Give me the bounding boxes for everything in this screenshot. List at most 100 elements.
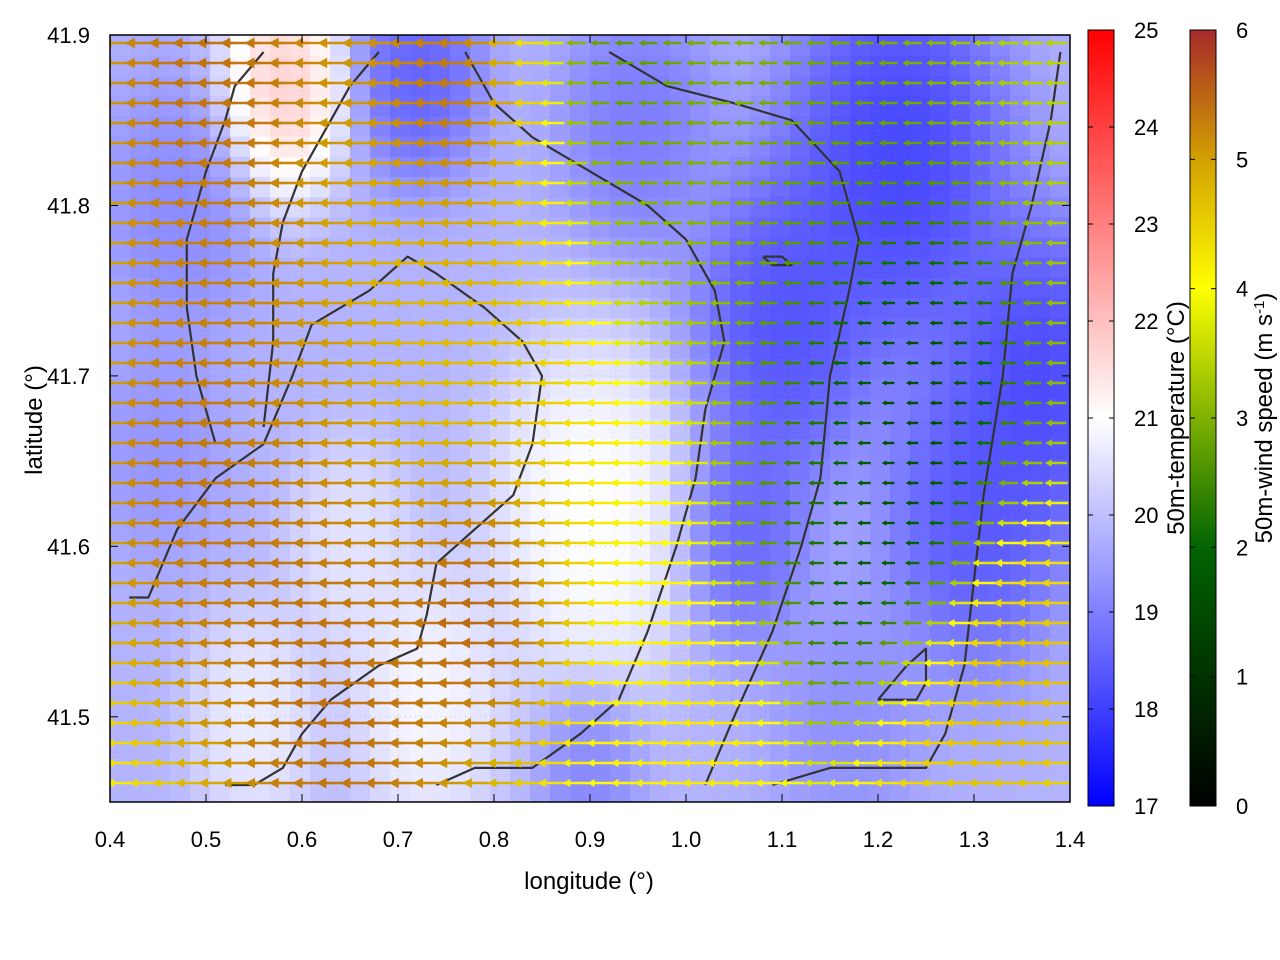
temperature-cell xyxy=(370,55,391,76)
temperature-cell xyxy=(330,35,351,56)
wind-arrow xyxy=(708,519,732,527)
grid-lines xyxy=(110,35,1070,802)
temperature-cell xyxy=(470,539,491,561)
wind-arrow xyxy=(1045,199,1067,207)
temperature-cell xyxy=(690,580,711,601)
wind-arrow xyxy=(706,778,734,788)
temperature-cell xyxy=(390,75,411,97)
temperature-cell xyxy=(390,176,411,198)
temperature-cell xyxy=(570,741,591,763)
temperature-cell xyxy=(570,257,591,278)
wind-arrow xyxy=(684,399,708,407)
wind-arrow xyxy=(734,59,754,67)
wind-arrow xyxy=(686,79,706,87)
wind-arrow xyxy=(806,79,826,87)
wind-arrow xyxy=(566,39,586,47)
temperature-cell xyxy=(890,458,911,480)
wind-arrow xyxy=(854,99,874,107)
temperature-cell xyxy=(670,378,691,399)
temperature-cell xyxy=(630,559,651,581)
wind-arrow xyxy=(953,460,967,466)
wind-arrow xyxy=(610,578,638,588)
temperature-cell xyxy=(670,257,691,278)
wind-arrow xyxy=(1045,119,1067,127)
wind-arrow xyxy=(782,639,802,647)
temperature-cell xyxy=(470,640,491,662)
temperature-cell xyxy=(1030,499,1051,520)
x-tick-label: 0.7 xyxy=(383,827,414,852)
x-tick-label: 0.6 xyxy=(287,827,318,852)
temperature-cell xyxy=(490,559,511,581)
wind-arrow xyxy=(561,718,591,728)
temperature-cell xyxy=(550,156,571,177)
wind-arrow xyxy=(662,39,682,47)
temperature-cell xyxy=(950,176,971,198)
wind-arrow xyxy=(637,279,659,287)
temperature-cell xyxy=(170,559,191,581)
temperature-cell xyxy=(110,378,131,399)
temperature-cell xyxy=(530,559,551,581)
wind-arrow xyxy=(807,219,825,227)
wind-arrow xyxy=(949,39,971,47)
wind-arrow xyxy=(926,99,946,107)
x-tick-label: 0.5 xyxy=(191,827,222,852)
temperature-cell xyxy=(870,378,891,399)
temperature-cell xyxy=(910,257,931,278)
wind-arrow xyxy=(563,778,589,788)
wind-arrow xyxy=(1043,499,1069,507)
wind-arrow xyxy=(563,239,589,247)
wind-arrow xyxy=(537,278,567,288)
wind-arrow xyxy=(1045,439,1067,447)
wind-arrow xyxy=(830,99,850,107)
wind-arrow xyxy=(831,659,849,667)
wind-arrow xyxy=(927,199,945,207)
temperature-cell xyxy=(530,580,551,601)
temperature-cell xyxy=(710,620,731,642)
wind-arrow xyxy=(1045,219,1067,227)
wind-arrow xyxy=(659,519,685,527)
wind-arrow xyxy=(613,259,635,267)
temperature-cell xyxy=(630,35,651,56)
temperature-cell xyxy=(350,721,371,743)
wind-colorbar-tick-label: 0 xyxy=(1236,794,1248,819)
wind-arrow xyxy=(783,579,801,587)
wind-arrow xyxy=(832,620,848,626)
temperature-cell xyxy=(310,35,331,56)
wind-arrow xyxy=(926,59,946,67)
temperature-cell xyxy=(470,236,491,258)
temperature-cell xyxy=(690,35,711,56)
temperature-cell xyxy=(530,640,551,662)
temperature-cell xyxy=(470,35,491,56)
temperature-cell xyxy=(1030,337,1051,359)
wind-arrow xyxy=(950,559,970,567)
temperature-cell xyxy=(770,660,791,682)
temperature-cell xyxy=(990,257,1011,278)
temperature-cell xyxy=(410,559,431,581)
wind-arrow xyxy=(756,679,780,687)
wind-arrow xyxy=(929,360,943,366)
temperature-cell xyxy=(770,277,791,298)
wind-arrow xyxy=(710,239,730,247)
wind-arrow xyxy=(638,79,658,87)
temperature-cell xyxy=(950,297,971,319)
temperature-cell xyxy=(250,115,271,137)
temperature-cell xyxy=(550,115,571,137)
temperature-cell xyxy=(330,277,351,298)
temperature-cell xyxy=(390,216,411,238)
x-tick-label: 1.1 xyxy=(767,827,798,852)
temperature-cell xyxy=(130,35,151,56)
wind-arrow xyxy=(662,139,682,147)
temperature-cell xyxy=(450,216,471,238)
temperature-cell xyxy=(570,196,591,218)
temperature-cell xyxy=(570,559,591,581)
wind-arrow xyxy=(949,59,971,67)
temperature-cell xyxy=(1030,95,1051,117)
temperature-cell xyxy=(370,559,391,581)
temperature-cell xyxy=(190,55,211,76)
wind-arrow xyxy=(589,159,611,167)
temperature-cell xyxy=(350,35,371,56)
wind-arrow xyxy=(877,679,899,687)
wind-arrow xyxy=(659,419,685,427)
temperature-cell xyxy=(530,277,551,298)
